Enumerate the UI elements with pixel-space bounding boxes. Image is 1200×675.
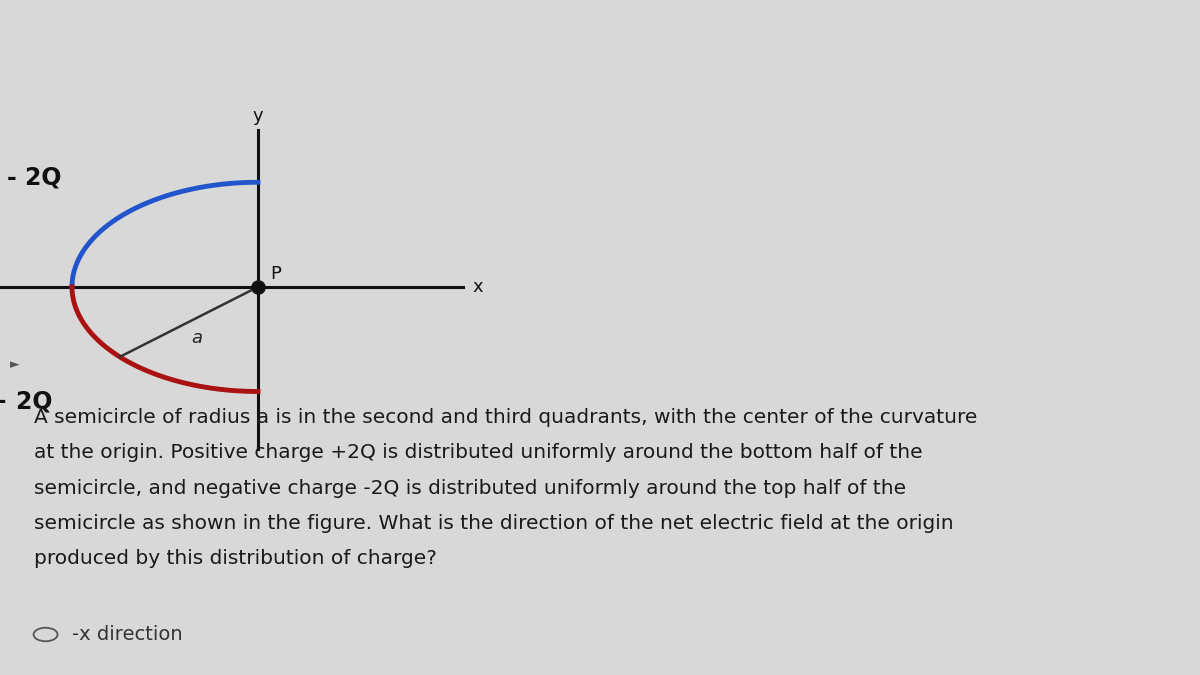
- Text: + 2Q: + 2Q: [0, 390, 53, 414]
- Text: y: y: [253, 107, 263, 125]
- Text: -x direction: -x direction: [72, 625, 182, 644]
- Text: P: P: [270, 265, 281, 283]
- Text: semicircle, and negative charge -2Q is distributed uniformly around the top half: semicircle, and negative charge -2Q is d…: [34, 479, 906, 497]
- Text: x: x: [473, 278, 482, 296]
- Text: at the origin. Positive charge +2Q is distributed uniformly around the bottom ha: at the origin. Positive charge +2Q is di…: [34, 443, 923, 462]
- Point: [248, 281, 268, 292]
- Text: a: a: [192, 329, 203, 347]
- Text: A semicircle of radius a is in the second and third quadrants, with the center o: A semicircle of radius a is in the secon…: [34, 408, 977, 427]
- Text: semicircle as shown in the figure. What is the direction of the net electric fie: semicircle as shown in the figure. What …: [34, 514, 953, 533]
- Text: - 2Q: - 2Q: [7, 165, 61, 189]
- Text: ►: ►: [10, 358, 19, 371]
- Text: produced by this distribution of charge?: produced by this distribution of charge?: [34, 549, 437, 568]
